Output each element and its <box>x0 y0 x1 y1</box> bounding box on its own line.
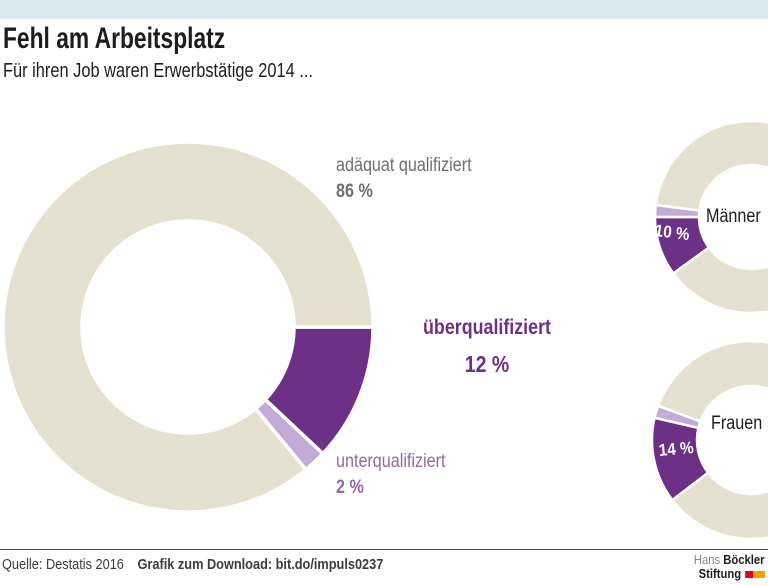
maenner-slice-2 <box>654 119 768 315</box>
annotation-value: 2 % <box>336 477 364 498</box>
donut-frauen-value: 14 % <box>658 437 695 460</box>
logo-line1: Hans Böckler <box>694 553 765 567</box>
page-subtitle: Für ihren Job waren Erwerbstätige 2014 .… <box>3 60 313 82</box>
annotation-unterqualifiziert: unterqualifiziert 2 % <box>336 449 446 501</box>
logo-hans: Hans <box>694 553 721 567</box>
annotation-label: überqualifiziert <box>423 316 551 339</box>
donut-maenner-label: Männer <box>706 206 761 227</box>
donut-frauen-label: Frauen <box>711 413 763 434</box>
footer: Quelle: Destatis 2016 Grafik zum Downloa… <box>2 556 383 573</box>
annotation-value: 86 % <box>336 181 373 202</box>
logo-color-mark-icon <box>745 567 765 578</box>
footer-divider <box>0 549 768 550</box>
download-link-text: Grafik zum Download: bit.do/impuls0237 <box>137 556 384 573</box>
logo-stiftung: Stiftung <box>699 567 742 581</box>
annotation-label: adäquat qualifiziert <box>336 155 472 176</box>
annotation-adequat-qualifiziert: adäquat qualifiziert 86 % <box>336 153 472 205</box>
hans-boeckler-stiftung-logo: Hans Böckler Stiftung <box>694 553 765 581</box>
annotation-value: 12 % <box>464 351 510 377</box>
annotation-ueberqualifiziert: überqualifiziert 12 % <box>415 315 560 378</box>
logo-boeckler: Böckler <box>723 553 765 567</box>
donut-maenner-value: 10 % <box>653 221 691 245</box>
gesamt-slice-2 <box>1 140 375 514</box>
frauen-slice-2 <box>656 339 768 541</box>
top-accent-bar <box>0 0 768 19</box>
logo-line2: Stiftung <box>694 567 765 581</box>
page-title: Fehl am Arbeitsplatz <box>3 22 226 55</box>
annotation-label: unterqualifiziert <box>336 451 446 472</box>
source-text: Quelle: Destatis 2016 <box>2 556 124 573</box>
